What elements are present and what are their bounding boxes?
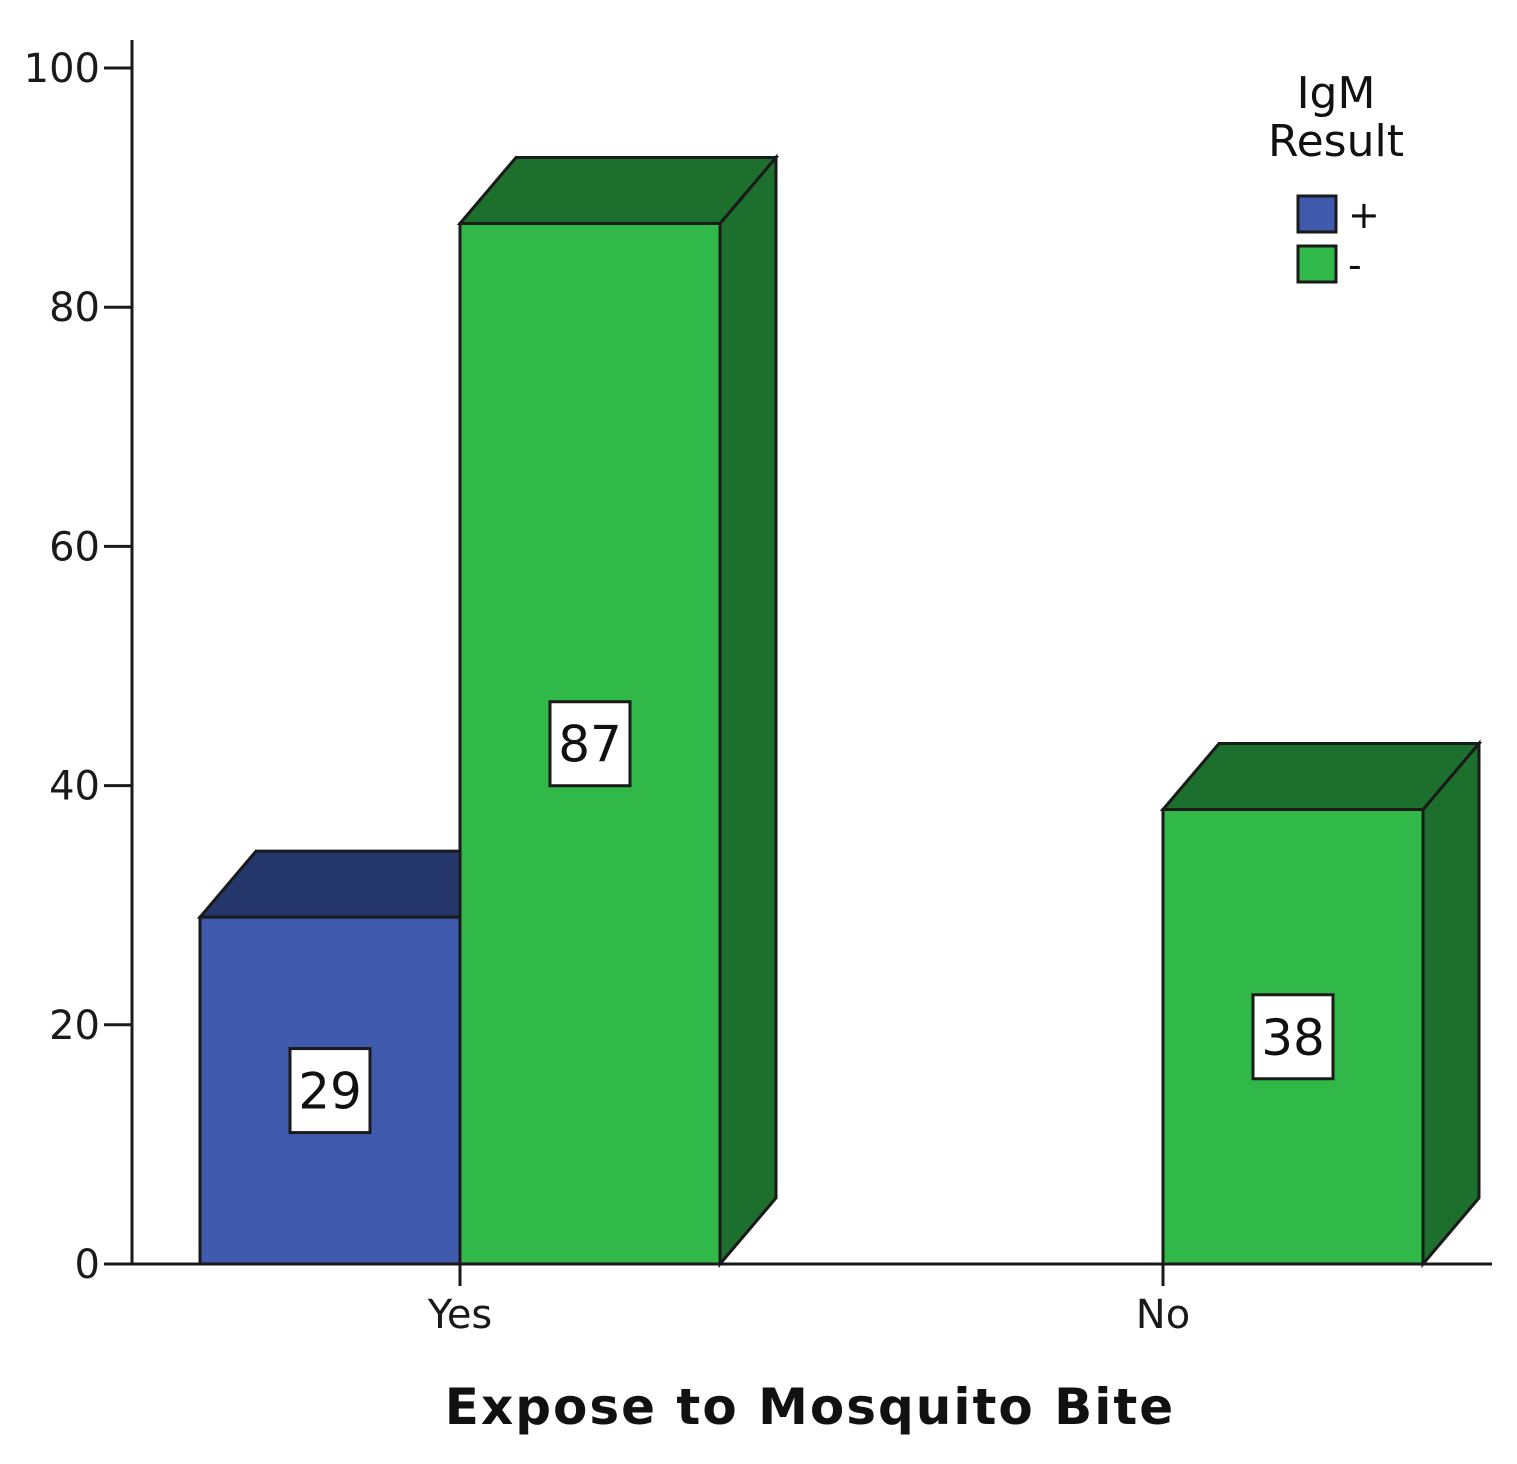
legend-title-line-1: IgM [1297,68,1376,119]
data-label-no-s1-box [1251,993,1335,1081]
data-label-yes-s1-box [548,700,632,788]
y-tick-label-20: 20 [49,1003,100,1049]
x-axis-title: Expose to Mosquito Bite [445,1378,1175,1436]
data-label-no-s1: 38 [1261,1009,1325,1067]
data-labels-layer: 29 87 38 [288,700,1335,1135]
data-label-yes-s0: 29 [298,1063,362,1121]
x-tick-label-no: No [1136,1292,1190,1338]
bar-no-s1-side [1421,739,1481,1269]
data-label-yes-s0-box [288,1047,372,1135]
y-tick-label-40: 40 [49,764,100,810]
legend-swatch-s0 [1296,194,1338,234]
bars-layer [196,153,1483,1269]
legend-label-s0: + [1348,193,1380,237]
legend-label-s1: - [1348,243,1362,287]
y-tick-label-0: 0 [75,1242,100,1288]
y-tick-label-100: 100 [24,46,100,92]
legend-swatch-s1 [1296,244,1338,284]
legend-title-line-2: Result [1268,116,1404,167]
y-tick-label-60: 60 [49,524,100,570]
bar-yes-s1-top [456,155,780,225]
x-tick-label-yes: Yes [427,1292,493,1338]
bar-no-s1-top [1159,742,1483,812]
axes-layer: 0 20 40 60 80 100 Yes No [24,40,1492,1338]
bar-yes-s1-side [718,153,778,1269]
data-label-yes-s1: 87 [558,716,622,774]
y-tick-label-80: 80 [49,285,100,331]
